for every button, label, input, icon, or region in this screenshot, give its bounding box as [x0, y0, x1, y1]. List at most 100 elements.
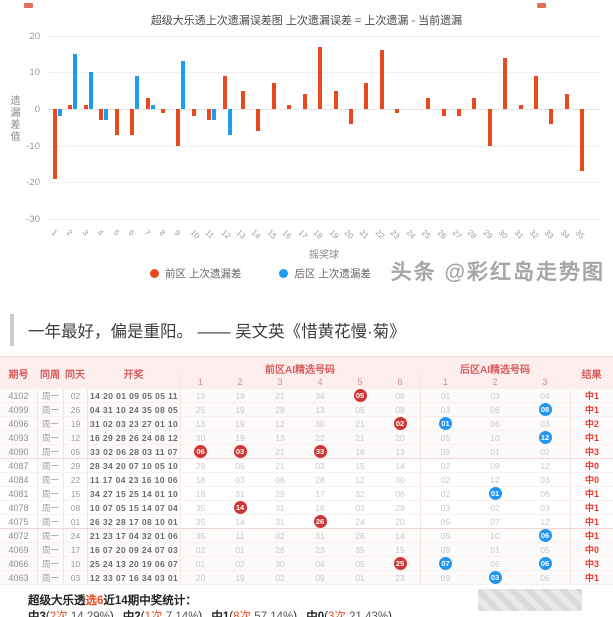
- y-tick-label: -10: [26, 140, 40, 152]
- front-pick-cell: 13: [180, 417, 220, 430]
- bar-back-6: [135, 76, 140, 109]
- issue-cell: 4090: [8, 446, 29, 457]
- bar-front-7: [145, 98, 150, 109]
- back-hit-badge: 07: [439, 557, 452, 570]
- summary-highlight: 选6: [85, 595, 104, 607]
- x-tick-label: 30: [496, 228, 510, 241]
- front-subcol-5: 5: [357, 376, 363, 387]
- back-pick-cell: 07: [490, 516, 500, 527]
- x-tick-label: 4: [95, 228, 106, 238]
- x-tick-label: 17: [296, 228, 310, 241]
- gridline-20: [48, 35, 600, 37]
- bar-front-11: [207, 109, 212, 120]
- front-pick-cell: 06: [275, 474, 285, 485]
- back-pick-cell: 03: [470, 571, 520, 584]
- bar-back-7: [150, 105, 155, 109]
- front-pick-cell: 18: [180, 487, 220, 500]
- gridline--20: [48, 182, 600, 184]
- front-pick-cell: 31: [315, 530, 325, 541]
- back-pick-cell: 06: [520, 557, 570, 570]
- bar-front-14: [256, 109, 261, 131]
- front-pick-cell: 26: [355, 530, 365, 541]
- week-cell: 周一: [37, 445, 63, 458]
- front-pick-cell: 02: [275, 572, 285, 583]
- x-tick-label: 22: [373, 228, 387, 241]
- bar-front-10: [191, 109, 196, 117]
- table-row: 4084 周一 22 11 17 04 23 16 10 06 18 03 06 28 12 30…: [0, 473, 613, 487]
- front-pick-cell: 21: [275, 460, 285, 471]
- bar-back-9: [181, 61, 186, 109]
- x-tick-label: 3: [80, 228, 90, 238]
- front-pick-cell: 28: [275, 404, 285, 415]
- back-pick-cell: 03: [540, 502, 550, 513]
- x-tick-label: 29: [481, 228, 495, 241]
- back-subcol-3: 3: [542, 376, 548, 387]
- back-pick-cell: 02: [490, 502, 500, 513]
- front-pick-cell: 20: [180, 571, 220, 584]
- back-pick-cell: 06: [540, 488, 550, 499]
- front-pick-cell: 03: [235, 474, 245, 485]
- front-hit-badge: 02: [393, 417, 407, 430]
- issue-cell: 4099: [8, 404, 29, 415]
- back-pick-cell: 01: [420, 389, 470, 402]
- front-pick-cell: 05: [355, 404, 365, 415]
- draw-numbers-cell: 25 24 13 20 19 06 07: [87, 557, 180, 570]
- back-pick-cell: 03: [420, 501, 470, 514]
- bar-front-12: [222, 76, 227, 109]
- draw-numbers-cell: 11 17 04 23 16 10 06: [87, 473, 180, 486]
- front-pick-cell: 02: [180, 543, 220, 556]
- x-tick-label: 34: [558, 228, 572, 241]
- week-cell: 周一: [37, 403, 63, 416]
- x-tick-label: 14: [250, 228, 263, 241]
- back-pick-cell: 09: [490, 460, 500, 471]
- front-pick-cell: 29: [395, 502, 405, 513]
- front-pick-cell: 31: [275, 502, 285, 513]
- watermark-text: 头条 @彩红岛走势图: [390, 261, 605, 284]
- front-subcol-3: 3: [277, 376, 283, 387]
- back-pick-cell: 01: [470, 487, 520, 500]
- front-hit-badge: 06: [194, 445, 207, 458]
- gridline--10: [48, 145, 600, 147]
- front-pick-cell: 21: [275, 390, 285, 401]
- bar-back-11: [212, 109, 217, 120]
- bar-front-1: [53, 109, 57, 179]
- front-hit-badge: 14: [233, 501, 247, 514]
- front-pick-cell: 06: [235, 460, 245, 471]
- front-pick-cell: 30: [180, 431, 220, 444]
- bar-front-3: [83, 105, 88, 109]
- day-cell: 22: [63, 473, 87, 486]
- result-cell: 中1: [570, 487, 613, 500]
- back-pick-cell: 03: [540, 418, 550, 429]
- back-pick-cell: 02: [420, 459, 470, 472]
- front-pick-cell: 04: [315, 558, 325, 569]
- day-cell: 17: [63, 543, 87, 556]
- bar-front-27: [456, 109, 461, 117]
- draw-numbers-cell: 16 07 20 09 24 07 03: [87, 543, 180, 556]
- x-tick-label: 20: [342, 228, 356, 241]
- x-tick-label: 33: [543, 228, 556, 241]
- back-pick-cell: 09: [420, 543, 470, 556]
- legend-dot-icon: [279, 269, 289, 278]
- front-pick-cell: 16: [355, 446, 365, 457]
- table-row: 4075 周一 01 26 32 28 17 08 10 01 35 14 31 26 24 20…: [0, 515, 613, 529]
- bar-front-19: [333, 90, 338, 109]
- bar-front-2: [68, 105, 73, 109]
- bar-front-22: [379, 50, 384, 109]
- front-pick-cell: 09: [315, 572, 325, 583]
- front-subcol-2: 2: [237, 376, 243, 387]
- legend-label: 后区 上次遗漏差: [294, 268, 371, 280]
- bar-front-17: [302, 94, 307, 109]
- table-row: 4072 周一 24 21 23 17 04 32 01 06 35 11 02 31 26 14…: [0, 529, 613, 543]
- draw-numbers-cell: 31 02 03 23 27 01 10: [87, 417, 180, 430]
- front-pick-cell: 23: [315, 544, 325, 555]
- table-row: 4066 周一 10 25 24 13 20 19 06 07 01 02 30 04 05 25…: [0, 557, 613, 571]
- back-hit-badge: 08: [538, 403, 552, 416]
- x-tick-label: 31: [512, 228, 525, 241]
- back-pick-cell: 06: [490, 418, 500, 429]
- summary-title: 超级大乐透选6近14期中奖统计：: [28, 593, 613, 609]
- front-pick-cell: 25: [380, 557, 420, 570]
- bar-front-9: [176, 109, 181, 146]
- y-tick-label: 20: [29, 30, 40, 42]
- day-cell: 12: [63, 431, 87, 444]
- x-tick-label: 26: [435, 228, 448, 241]
